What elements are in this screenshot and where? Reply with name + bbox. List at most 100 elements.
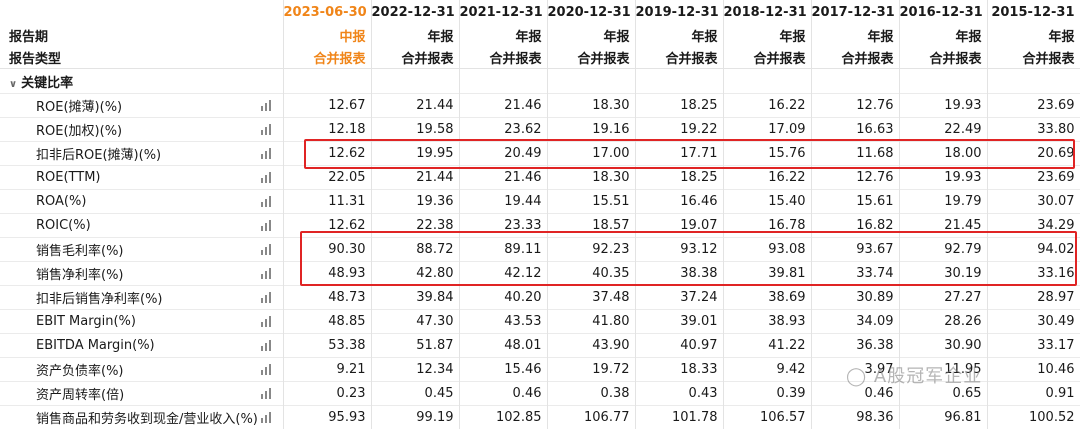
value-cell: 41.80	[547, 310, 635, 334]
report-type-cell: 合并报表	[899, 46, 987, 69]
period-header: 2016-12-31	[899, 0, 987, 24]
report-type-cell: 合并报表	[283, 46, 371, 69]
section-label: 关键比率	[21, 76, 73, 91]
value-cell: 18.25	[635, 166, 723, 190]
row-label: ROE(摊薄)(%)	[36, 100, 122, 115]
bar-chart-icon[interactable]	[261, 172, 273, 183]
section-key-ratios[interactable]: ∨ 关键比率	[0, 69, 283, 94]
value-cell: 100.52	[987, 406, 1080, 429]
value-cell: 41.22	[723, 334, 811, 358]
bar-chart-icon[interactable]	[261, 124, 273, 135]
row-label-cell: 销售商品和劳务收到现金/营业收入(%)	[0, 406, 283, 429]
value-cell: 19.58	[371, 118, 459, 142]
value-cell: 38.93	[723, 310, 811, 334]
section-empty-cell	[811, 69, 899, 94]
value-cell: 36.38	[811, 334, 899, 358]
report-period-cell: 年报	[547, 24, 635, 46]
value-cell: 12.18	[283, 118, 371, 142]
report-period-cell: 年报	[899, 24, 987, 46]
bar-chart-icon[interactable]	[261, 364, 273, 375]
report-period-cell: 年报	[371, 24, 459, 46]
value-cell: 19.44	[459, 190, 547, 214]
row-label: 销售商品和劳务收到现金/营业收入(%)	[36, 412, 258, 427]
section-empty-cell	[899, 69, 987, 94]
bar-chart-icon[interactable]	[261, 148, 273, 159]
value-cell: 0.38	[547, 382, 635, 406]
report-type-cell: 合并报表	[987, 46, 1080, 69]
period-header: 2023-06-30	[283, 0, 371, 24]
row-label-cell: 扣非后销售净利率(%)	[0, 286, 283, 310]
header-row3-label: 报告类型	[0, 46, 283, 69]
value-cell: 17.09	[723, 118, 811, 142]
value-cell: 19.93	[899, 166, 987, 190]
value-cell: 12.34	[371, 358, 459, 382]
value-cell: 48.01	[459, 334, 547, 358]
value-cell: 33.17	[987, 334, 1080, 358]
value-cell: 37.24	[635, 286, 723, 310]
bar-chart-icon[interactable]	[261, 292, 273, 303]
bar-chart-icon[interactable]	[261, 412, 273, 423]
value-cell: 0.91	[987, 382, 1080, 406]
value-cell: 0.39	[723, 382, 811, 406]
report-type-cell: 合并报表	[811, 46, 899, 69]
highlight-box-margins	[300, 231, 1077, 286]
bar-chart-icon[interactable]	[261, 100, 273, 111]
value-cell: 0.45	[371, 382, 459, 406]
value-cell: 106.57	[723, 406, 811, 429]
row-label-cell: EBITDA Margin(%)	[0, 334, 283, 358]
row-label-cell: 资产周转率(倍)	[0, 382, 283, 406]
value-cell: 28.26	[899, 310, 987, 334]
value-cell: 53.38	[283, 334, 371, 358]
value-cell: 15.40	[723, 190, 811, 214]
section-row[interactable]: ∨ 关键比率	[0, 69, 1080, 94]
value-cell: 0.46	[459, 382, 547, 406]
bar-chart-icon[interactable]	[261, 388, 273, 399]
report-type-cell: 合并报表	[723, 46, 811, 69]
period-header: 2020-12-31	[547, 0, 635, 24]
value-cell: 9.42	[723, 358, 811, 382]
value-cell: 18.25	[635, 94, 723, 118]
chevron-down-icon[interactable]: ∨	[9, 79, 17, 90]
value-cell: 95.93	[283, 406, 371, 429]
period-header: 2021-12-31	[459, 0, 547, 24]
value-cell: 19.36	[371, 190, 459, 214]
value-cell: 30.89	[811, 286, 899, 310]
value-cell: 19.93	[899, 94, 987, 118]
bar-chart-icon[interactable]	[261, 340, 273, 351]
wechat-icon: ◯	[846, 366, 867, 387]
value-cell: 39.01	[635, 310, 723, 334]
bar-chart-icon[interactable]	[261, 196, 273, 207]
bar-chart-icon[interactable]	[261, 268, 273, 279]
section-empty-cell	[987, 69, 1080, 94]
value-cell: 101.78	[635, 406, 723, 429]
value-cell: 16.46	[635, 190, 723, 214]
value-cell: 98.36	[811, 406, 899, 429]
watermark-text: A股冠军企业	[874, 366, 982, 387]
value-cell: 33.80	[987, 118, 1080, 142]
bar-chart-icon[interactable]	[261, 316, 273, 327]
value-cell: 51.87	[371, 334, 459, 358]
row-label: 扣非后ROE(摊薄)(%)	[36, 148, 161, 163]
value-cell: 99.19	[371, 406, 459, 429]
period-header: 2022-12-31	[371, 0, 459, 24]
value-cell: 11.31	[283, 190, 371, 214]
section-empty-cell	[723, 69, 811, 94]
value-cell: 16.22	[723, 94, 811, 118]
value-cell: 9.21	[283, 358, 371, 382]
value-cell: 48.73	[283, 286, 371, 310]
row-label: 资产负债率(%)	[36, 364, 124, 379]
bar-chart-icon[interactable]	[261, 244, 273, 255]
value-cell: 19.22	[635, 118, 723, 142]
section-empty-cell	[371, 69, 459, 94]
row-label: ROE(TTM)	[36, 170, 101, 185]
period-header: 2017-12-31	[811, 0, 899, 24]
bar-chart-icon[interactable]	[261, 220, 273, 231]
value-cell: 43.90	[547, 334, 635, 358]
value-cell: 21.46	[459, 166, 547, 190]
row-label-cell: EBIT Margin(%)	[0, 310, 283, 334]
value-cell: 96.81	[899, 406, 987, 429]
